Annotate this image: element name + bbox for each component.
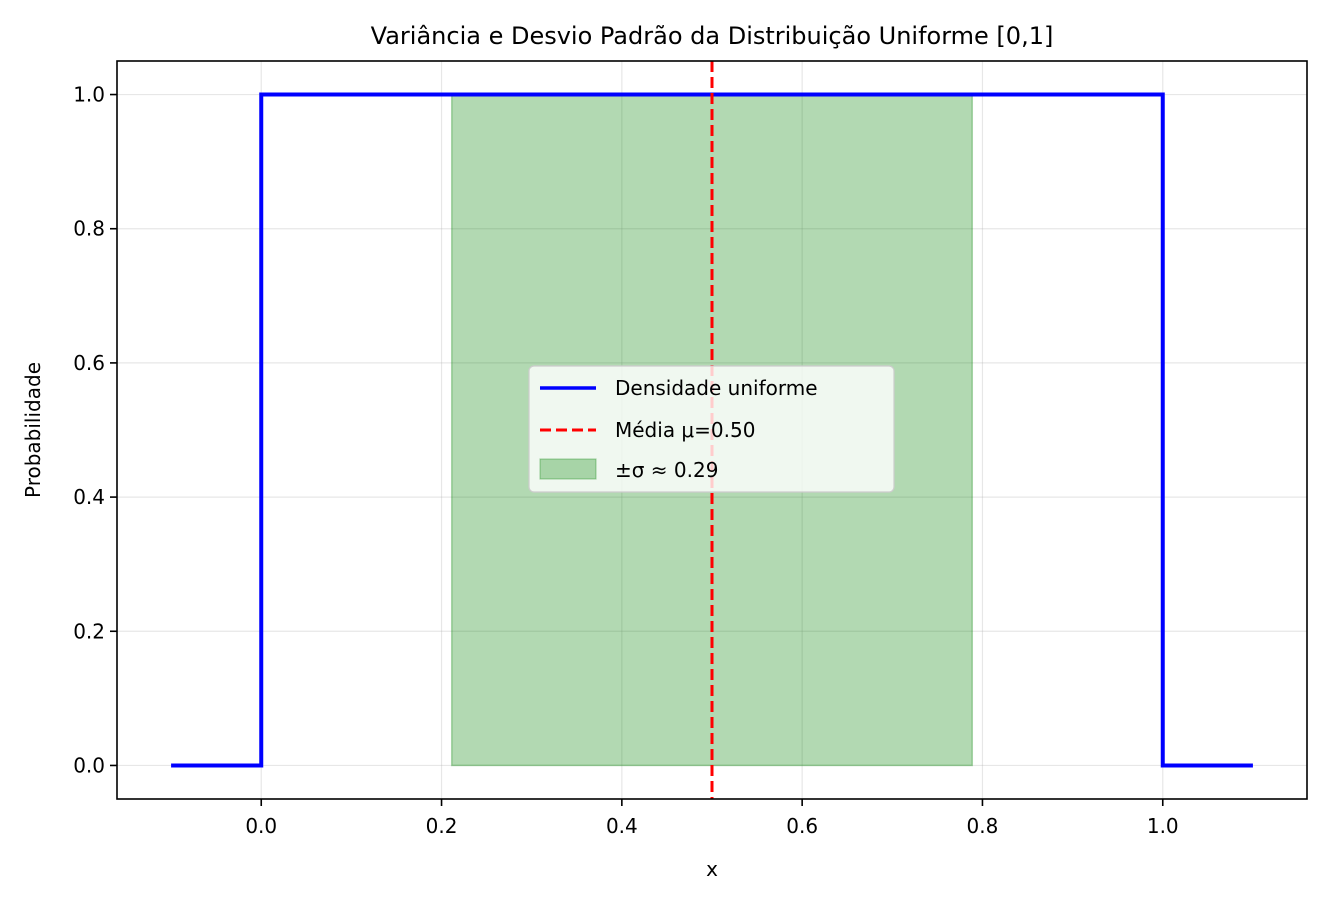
y-tick-label: 1.0 [73, 83, 105, 107]
legend-label-density: Densidade uniforme [615, 376, 818, 400]
x-tick-label: 0.6 [786, 814, 818, 838]
x-tick-label: 1.0 [1147, 814, 1179, 838]
legend: Densidade uniforme Média μ=0.50 ±σ ≈ 0.2… [528, 365, 895, 493]
y-tick-label: 0.0 [73, 753, 105, 777]
plot-frame [116, 60, 1308, 800]
x-tick-label: 0.8 [967, 814, 999, 838]
legend-label-mean: Média μ=0.50 [615, 418, 755, 442]
y-tick-label: 0.2 [73, 619, 105, 643]
x-tick-label: 0.2 [426, 814, 458, 838]
y-tick-label: 0.6 [73, 351, 105, 375]
y-tick-label: 0.4 [73, 485, 105, 509]
x-tick-label: 0.4 [606, 814, 638, 838]
y-axis-label: Probabilidade [21, 362, 45, 498]
legend-swatch-sigma [539, 458, 597, 480]
chart-title: Variância e Desvio Padrão da Distribuiçã… [371, 22, 1054, 50]
legend-frame [528, 365, 895, 493]
legend-label-sigma: ±σ ≈ 0.29 [615, 458, 718, 482]
ticks: 0.0 0.2 0.4 0.6 0.8 1.0 0.0 0.2 0.4 0.6 0.8 1.0 [73, 83, 1178, 838]
x-axis-label: x [706, 857, 718, 881]
y-tick-label: 0.8 [73, 217, 105, 241]
x-tick-label: 0.0 [245, 814, 277, 838]
